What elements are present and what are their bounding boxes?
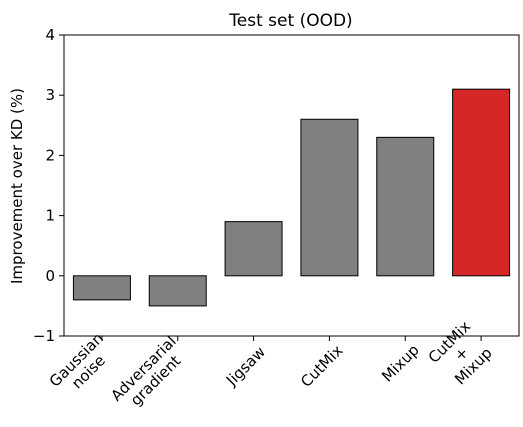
bar-5: [452, 88, 511, 277]
bar-4: [376, 136, 435, 277]
bar-0: [72, 275, 131, 301]
plot-frame: [63, 34, 520, 337]
y-tick-label: 1: [45, 207, 55, 225]
y-tick-label: 3: [45, 86, 55, 104]
chart-title: Test set (OOD): [228, 11, 352, 31]
y-axis-label: Improvement over KD (%): [8, 88, 26, 284]
x-tick-label: Adversarialgradient: [107, 332, 191, 416]
x-tick-label: CutMix+Mixup: [425, 317, 499, 391]
bars-layer: [72, 88, 511, 307]
y-tick-label: 0: [45, 267, 55, 285]
bar-2: [224, 221, 283, 277]
bar-3: [300, 118, 359, 277]
y-tick-label: 2: [45, 146, 55, 164]
bar-1: [148, 275, 207, 307]
y-tick-label: −1: [33, 327, 55, 345]
x-tick-label: CutMix: [297, 341, 346, 390]
x-tick-label: Jigsaw: [222, 343, 269, 390]
y-tick-label: 4: [45, 26, 55, 44]
x-tick-label: Mixup: [378, 341, 423, 386]
y-ticks: −1 0 1 2 3 4: [33, 26, 64, 345]
